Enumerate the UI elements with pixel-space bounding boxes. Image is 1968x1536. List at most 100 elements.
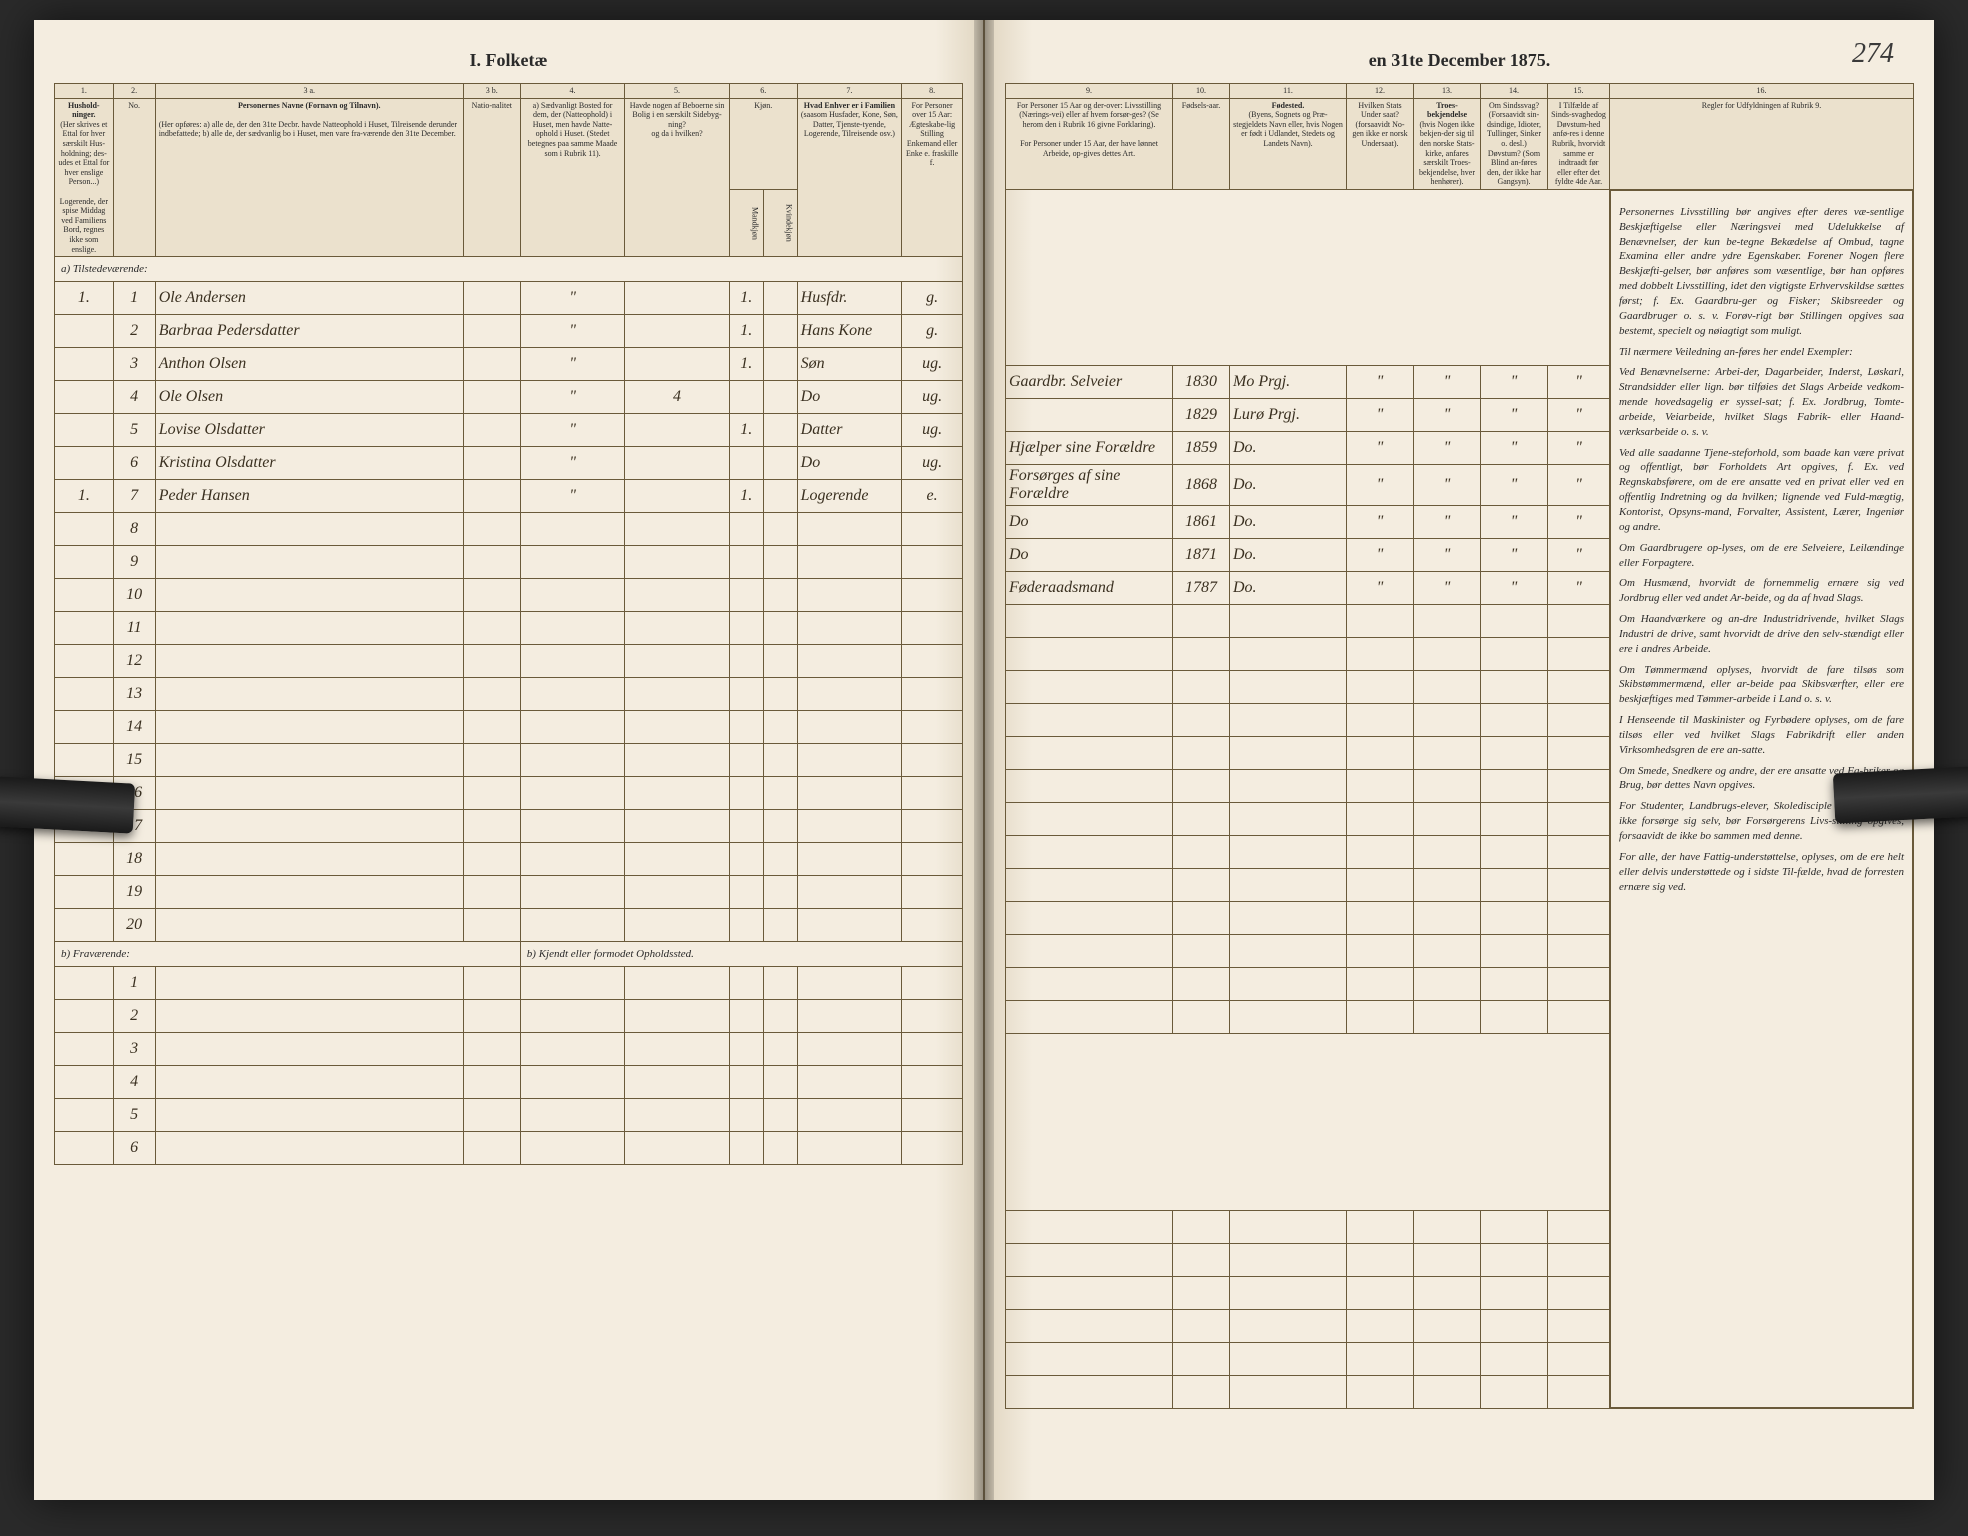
- birthplace: Do.: [1230, 432, 1347, 465]
- occupation: Gaardbr. Selveier: [1006, 366, 1173, 399]
- occupation: Do: [1006, 539, 1173, 572]
- birth-year: 1868: [1173, 465, 1230, 506]
- holding-clip-left: [0, 776, 135, 833]
- col-7-num: 7.: [797, 84, 902, 99]
- census-ledger-book: I. Folketæ 1. 2. 3 a. 3 b. 4. 5. 6. 7. 8…: [34, 20, 1934, 1500]
- family-role: Datter: [797, 414, 902, 447]
- book-spine: [974, 20, 994, 1500]
- disability: ": [1481, 399, 1548, 432]
- residence: ": [520, 414, 625, 447]
- marital: ug.: [902, 381, 963, 414]
- residence: ": [520, 480, 625, 513]
- col-2-num: 2.: [113, 84, 155, 99]
- census-row: 2 Barbraa Pedersdatter " 1. Hans Kone g.: [55, 315, 963, 348]
- household-num: [55, 348, 114, 381]
- person-name: Lovise Olsdatter: [155, 414, 463, 447]
- census-row: 5 Lovise Olsdatter " 1. Datter ug.: [55, 414, 963, 447]
- sex-f: [763, 282, 797, 315]
- person-num: 3: [113, 348, 155, 381]
- birthplace: Lurø Prgj.: [1230, 399, 1347, 432]
- empty-row: 14: [55, 711, 963, 744]
- person-name: Kristina Olsdatter: [155, 447, 463, 480]
- outbuilding: [625, 414, 730, 447]
- sex-f: [763, 447, 797, 480]
- religion: ": [1414, 465, 1481, 506]
- person-num: 2: [113, 315, 155, 348]
- birthplace: Do.: [1230, 506, 1347, 539]
- census-row: 4 Ole Olsen " 4 Do ug.: [55, 381, 963, 414]
- empty-row-b: 2: [55, 1000, 963, 1033]
- page-number: 274: [1852, 38, 1894, 70]
- person-name: Ole Olsen: [155, 381, 463, 414]
- sex-f: [763, 414, 797, 447]
- nationality: [463, 414, 520, 447]
- header-livsstilling: For Personer 15 Aar og der-over: Livssti…: [1006, 98, 1173, 189]
- residence: ": [520, 348, 625, 381]
- section-b-note: b) Kjendt eller formodet Opholdssted.: [520, 942, 962, 967]
- header-sidebygning: Havde nogen af Beboerne sin Bolig i en s…: [625, 98, 730, 257]
- marital: g.: [902, 315, 963, 348]
- marital: ug.: [902, 414, 963, 447]
- col-6-num: 6.: [729, 84, 797, 99]
- empty-row-b: 5: [55, 1099, 963, 1132]
- col-15-num: 15.: [1548, 84, 1610, 99]
- citizenship: ": [1347, 366, 1414, 399]
- page-title-left: I. Folketæ: [54, 50, 963, 71]
- header-bosted: a) Sædvanligt Bosted for dem, der (Natte…: [520, 98, 625, 257]
- occupation: Føderaadsmand: [1006, 572, 1173, 605]
- disability: ": [1481, 432, 1548, 465]
- sex-m: 1.: [729, 348, 763, 381]
- nationality: [463, 348, 520, 381]
- birthplace: Do.: [1230, 539, 1347, 572]
- header-mandkjon: Mandkjøn: [729, 190, 763, 257]
- occupation: Do: [1006, 506, 1173, 539]
- birthplace: Do.: [1230, 465, 1347, 506]
- disability: ": [1481, 465, 1548, 506]
- religion: ": [1414, 399, 1481, 432]
- birth-year: 1830: [1173, 366, 1230, 399]
- birth-year: 1861: [1173, 506, 1230, 539]
- sex-m: 1.: [729, 480, 763, 513]
- sex-m: [729, 447, 763, 480]
- section-b-spacer-right: [1006, 1034, 1610, 1211]
- empty-row: 12: [55, 645, 963, 678]
- section-a-label: a) Tilstedeværende:: [55, 257, 963, 282]
- marital: ug.: [902, 447, 963, 480]
- header-aegteskab: For Personer over 15 Aar: Ægteskabe-lig …: [902, 98, 963, 257]
- outbuilding: [625, 447, 730, 480]
- nationality: [463, 282, 520, 315]
- sex-m: 1.: [729, 315, 763, 348]
- header-nationalitet: Natio-nalitet: [463, 98, 520, 257]
- empty-row: 9: [55, 546, 963, 579]
- nationality: [463, 447, 520, 480]
- col-1-num: 1.: [55, 84, 114, 99]
- person-name: Barbraa Pedersdatter: [155, 315, 463, 348]
- col-4-num: 4.: [520, 84, 625, 99]
- empty-row: 20: [55, 909, 963, 942]
- outbuilding: [625, 348, 730, 381]
- family-role: Logerende: [797, 480, 902, 513]
- page-title-right: en 31te December 1875.: [1005, 50, 1914, 71]
- sex-m: 1.: [729, 414, 763, 447]
- empty-row: 13: [55, 678, 963, 711]
- col-8-num: 8.: [902, 84, 963, 99]
- residence: ": [520, 447, 625, 480]
- header-navne: Personernes Navne (Fornavn og Tilnavn).(…: [155, 98, 463, 257]
- census-row: 6 Kristina Olsdatter " Do ug.: [55, 447, 963, 480]
- person-name: Peder Hansen: [155, 480, 463, 513]
- header-kjon: Kjøn.: [729, 98, 797, 190]
- religion: ": [1414, 539, 1481, 572]
- disability-age: ": [1548, 399, 1610, 432]
- citizenship: ": [1347, 432, 1414, 465]
- religion: ": [1414, 366, 1481, 399]
- disability-age: ": [1548, 432, 1610, 465]
- left-page: I. Folketæ 1. 2. 3 a. 3 b. 4. 5. 6. 7. 8…: [34, 20, 985, 1500]
- col-13-num: 13.: [1414, 84, 1481, 99]
- occupation: Hjælper sine Forældre: [1006, 432, 1173, 465]
- empty-row-b: 1: [55, 967, 963, 1000]
- empty-row: 10: [55, 579, 963, 612]
- birth-year: 1829: [1173, 399, 1230, 432]
- outbuilding: [625, 282, 730, 315]
- household-num: [55, 315, 114, 348]
- residence: ": [520, 282, 625, 315]
